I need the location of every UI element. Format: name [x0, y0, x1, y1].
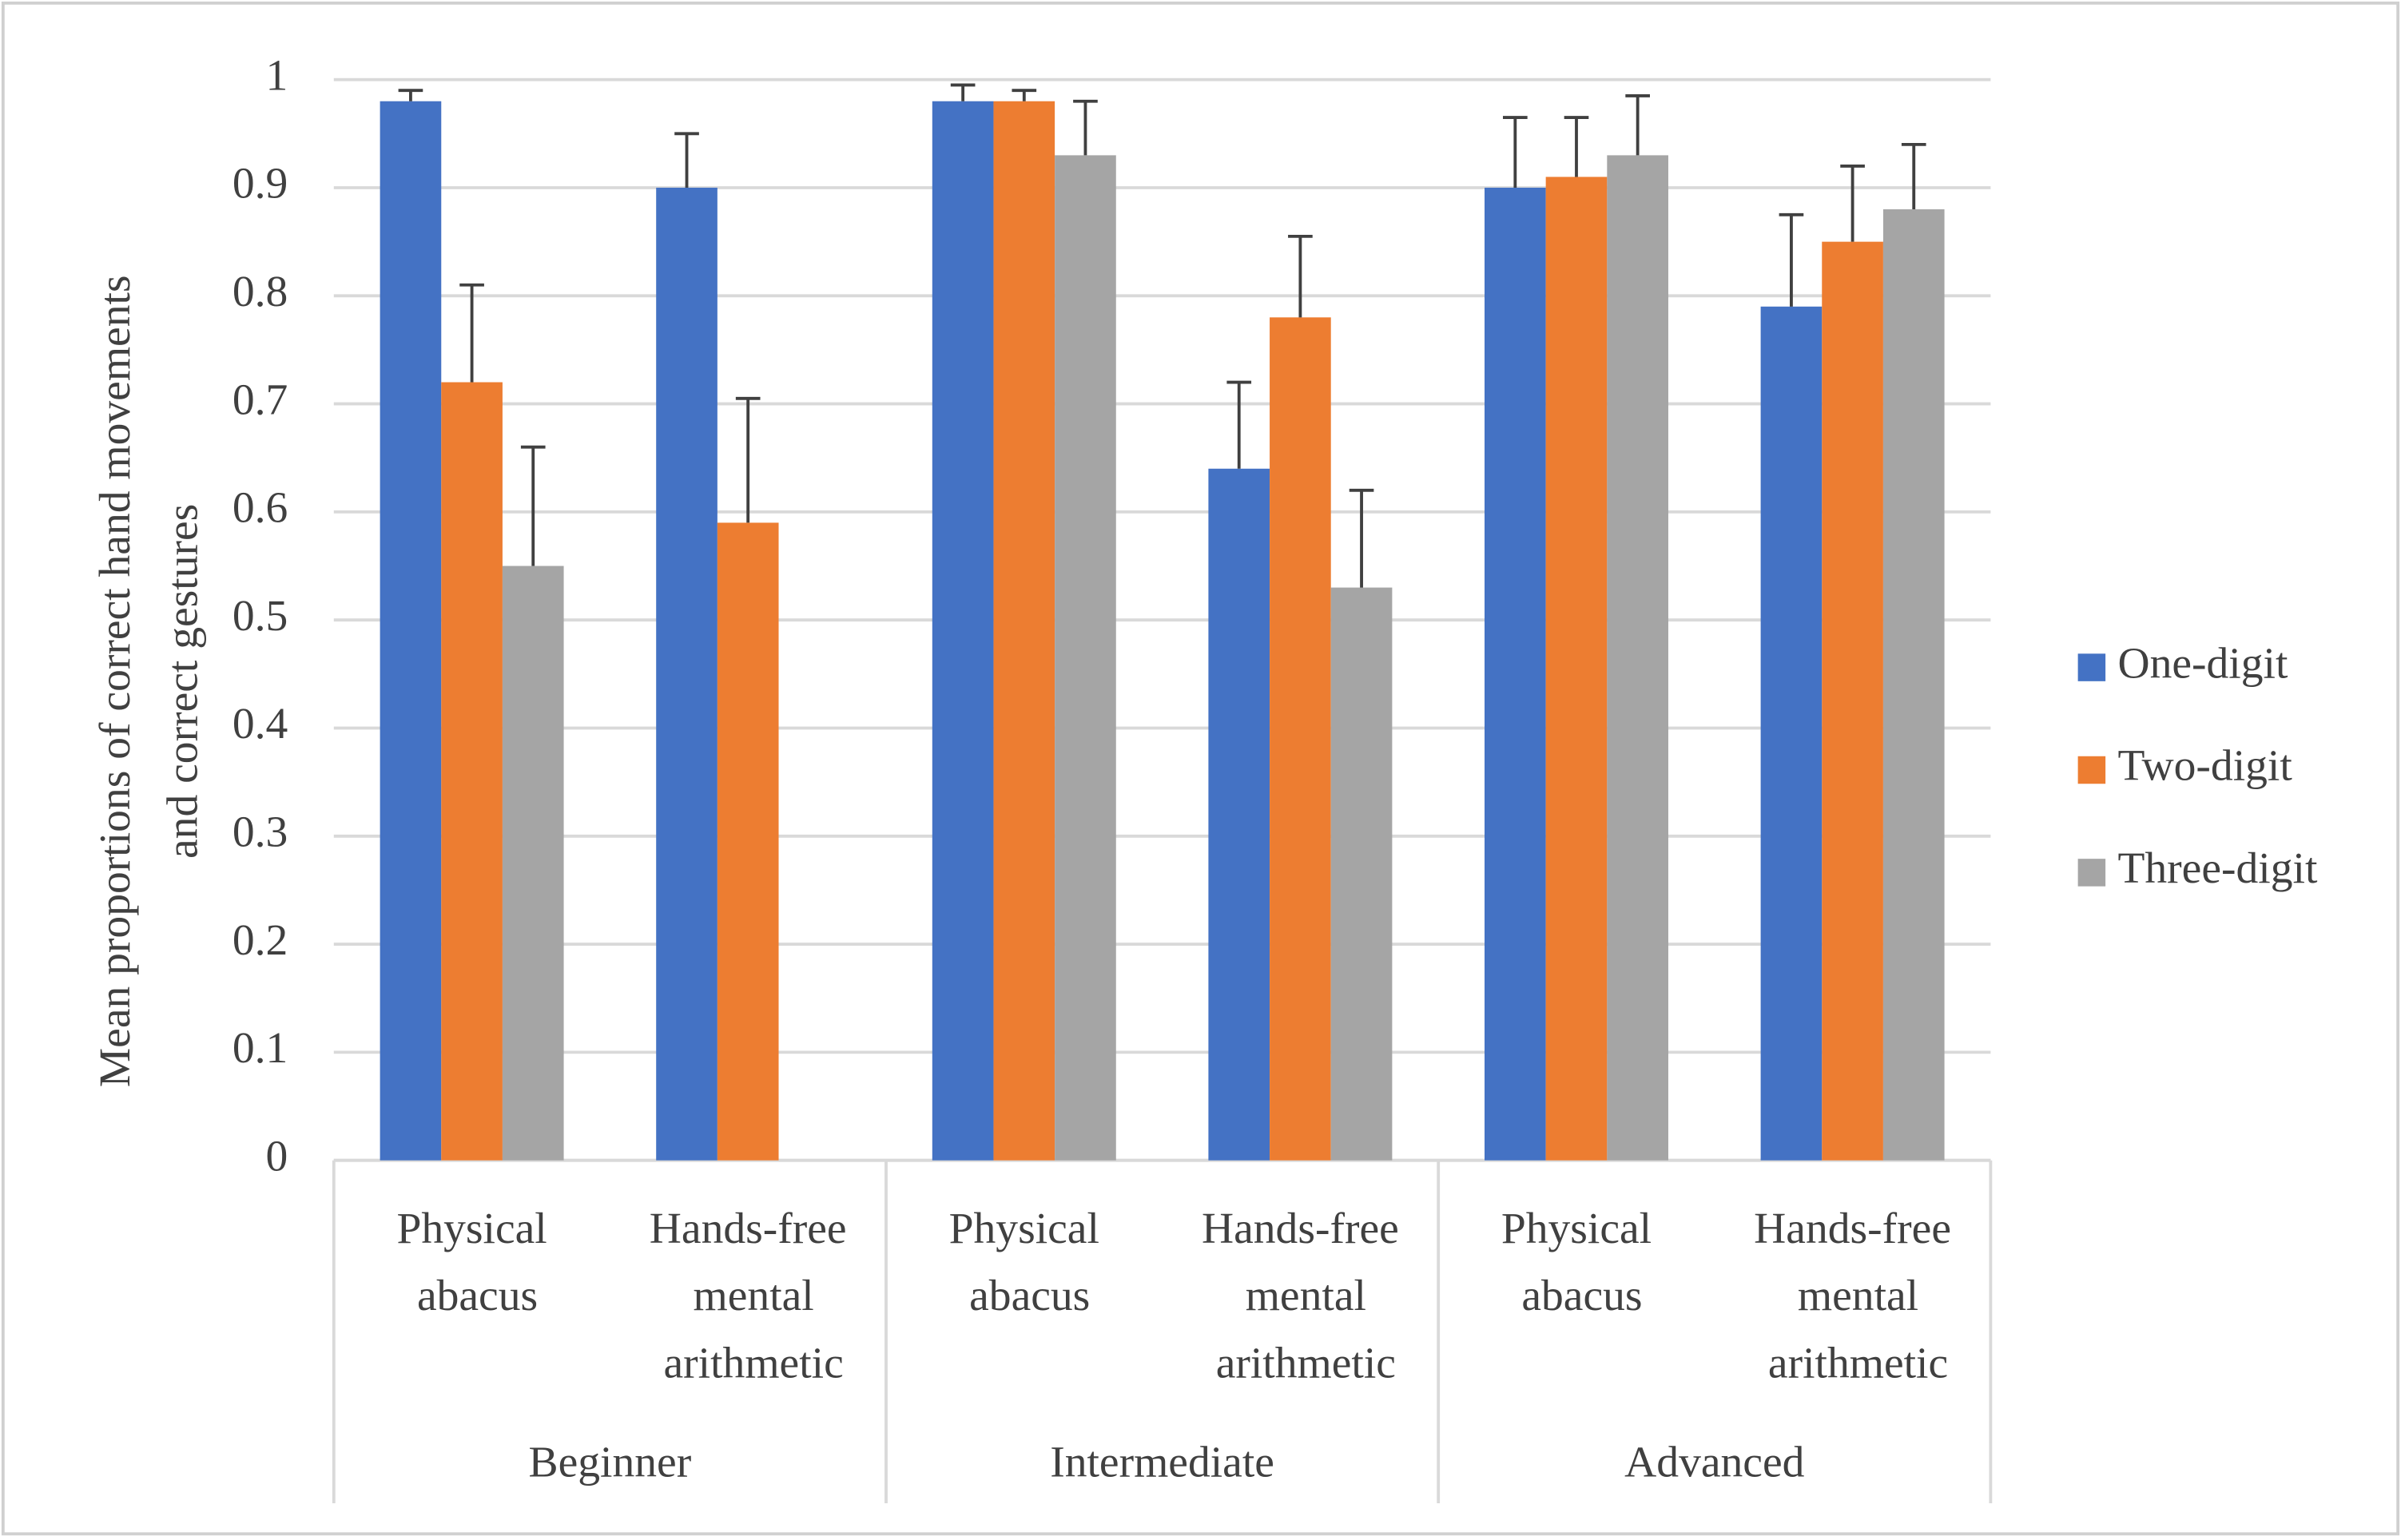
bar: [1545, 177, 1608, 1161]
group-label: Advanced: [1624, 1438, 1804, 1487]
legend-label: One-digit: [2117, 638, 2288, 688]
error-bar: [1901, 142, 1926, 210]
x-tick-label: Hands-free mental arithmetic: [1202, 1204, 1399, 1388]
bar: [932, 101, 994, 1161]
bar: [1208, 468, 1270, 1161]
error-bar: [1625, 94, 1650, 156]
bar: [441, 382, 503, 1161]
bar: [1055, 155, 1116, 1161]
error-bar: [735, 396, 761, 523]
y-tick-label: 0.2: [233, 915, 288, 965]
bar: [1330, 587, 1393, 1161]
legend-label: Three-digit: [2117, 843, 2317, 893]
y-tick-label: 0.7: [233, 375, 288, 424]
x-tick-label: Hands-free mental arithmetic: [1754, 1204, 1951, 1388]
bar: [380, 101, 442, 1161]
y-axis-title: Mean proportions of correct hand movemen…: [90, 275, 140, 1087]
error-bar: [1502, 116, 1528, 188]
bar: [1607, 155, 1668, 1161]
y-tick-label: 0.3: [233, 808, 288, 857]
error-bar: [1564, 116, 1589, 177]
error-bar: [398, 89, 423, 101]
y-tick-label: 0.5: [233, 591, 288, 641]
bar: [993, 101, 1055, 1161]
error-bar: [459, 283, 484, 383]
y-tick-label: 0.6: [233, 483, 288, 533]
legend-swatch: [2077, 653, 2106, 681]
bar: [656, 187, 718, 1161]
error-bar: [950, 83, 976, 101]
x-tick-label: Physical abacus: [1501, 1204, 1652, 1320]
legend-swatch: [2077, 756, 2106, 784]
error-bar: [1288, 234, 1313, 318]
x-tick-label: Physical abacus: [396, 1204, 547, 1320]
error-bar: [520, 445, 546, 566]
bar: [1270, 317, 1331, 1161]
error-bar: [1779, 212, 1804, 307]
error-bar: [1840, 165, 1865, 242]
group-label: Intermediate: [1050, 1438, 1274, 1487]
y-tick-label: 0.9: [233, 159, 288, 208]
y-axis-title: and correct gestures: [158, 504, 208, 859]
bar: [1760, 306, 1823, 1161]
error-bar: [1349, 488, 1374, 588]
error-bar: [1073, 99, 1098, 156]
x-tick-label: Physical abacus: [949, 1204, 1099, 1320]
bar: [1882, 209, 1945, 1161]
y-tick-label: 0: [266, 1131, 288, 1181]
bar: [717, 522, 779, 1161]
legend-label: Two-digit: [2117, 741, 2292, 791]
error-bar: [1226, 380, 1252, 469]
y-tick-label: 0.4: [233, 699, 288, 748]
legend-swatch: [2077, 859, 2106, 887]
bar: [1485, 187, 1546, 1161]
x-tick-label: Hands-free mental arithmetic: [650, 1204, 847, 1388]
bar: [502, 566, 564, 1161]
y-tick-label: 1: [266, 50, 288, 100]
error-bar: [674, 132, 699, 188]
y-tick-label: 0.1: [233, 1023, 288, 1073]
error-bar: [1012, 89, 1037, 101]
y-tick-label: 0.8: [233, 267, 288, 316]
group-label: Beginner: [529, 1438, 692, 1487]
bar: [1822, 241, 1883, 1161]
